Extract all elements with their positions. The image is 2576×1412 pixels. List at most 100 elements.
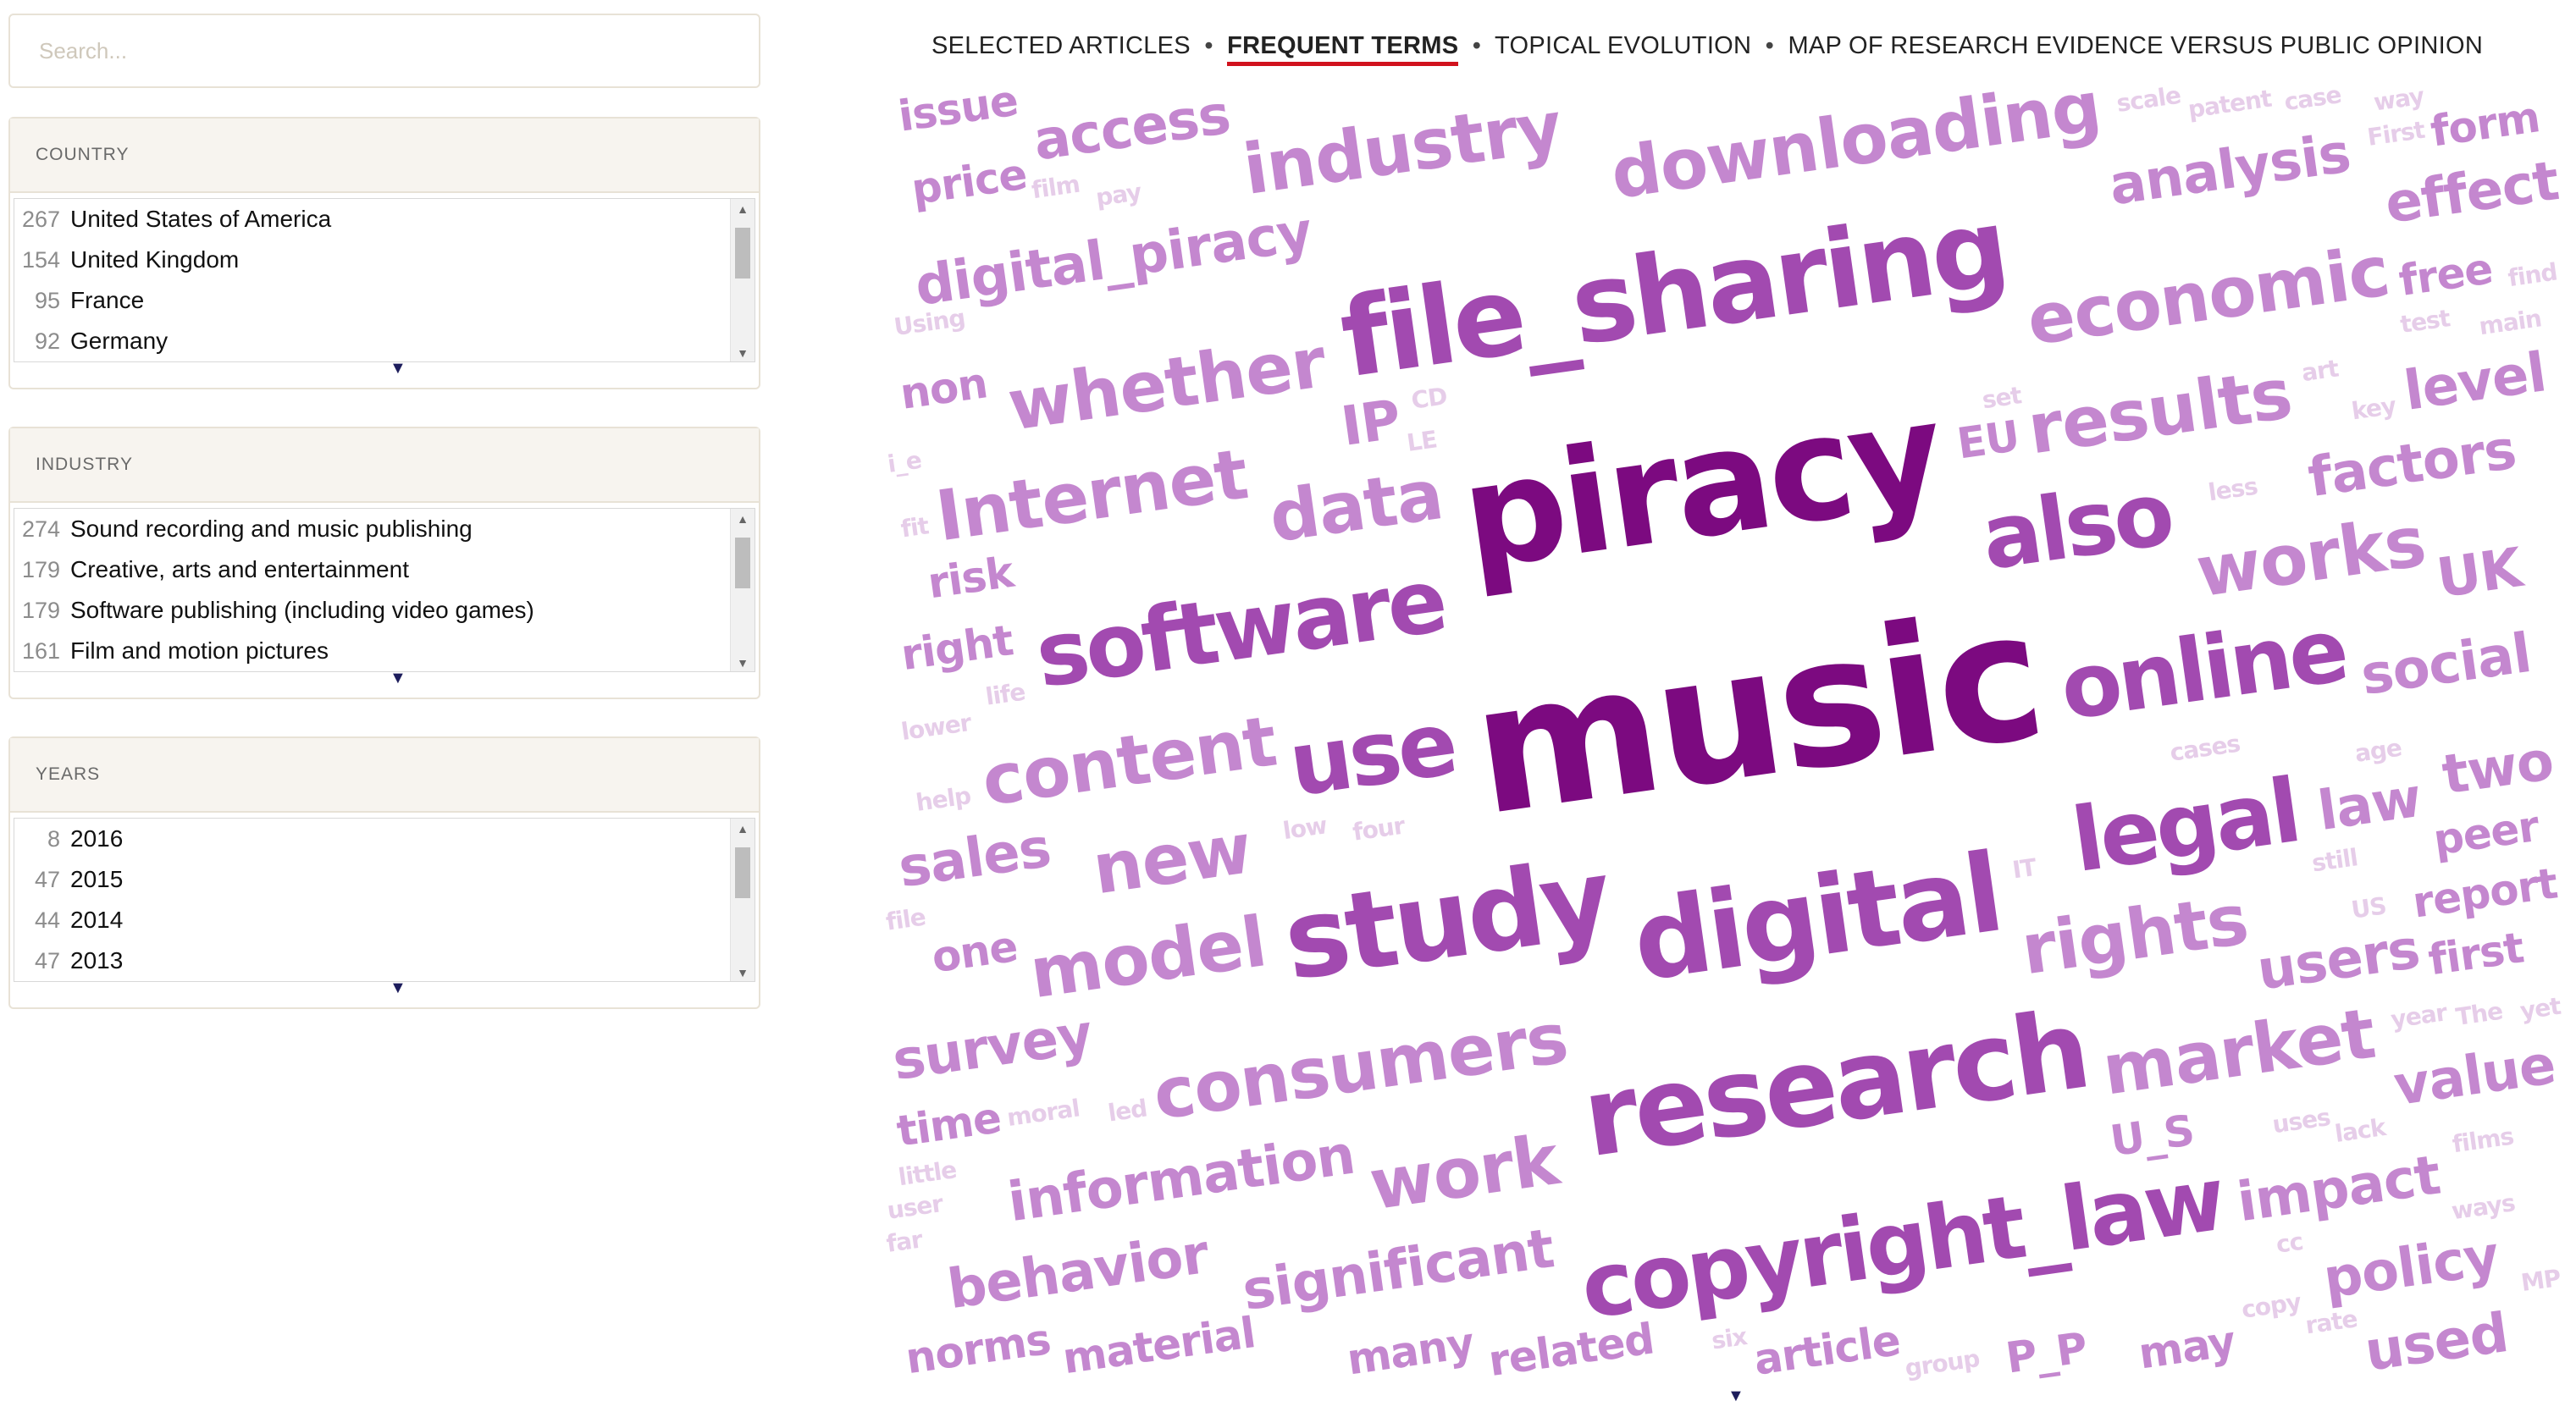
cloud-term[interactable]: online	[2054, 598, 2352, 741]
country-list[interactable]: 267 United States of America 154 United Ki…	[14, 198, 755, 362]
list-item[interactable]: 161 Film and motion pictures	[14, 631, 755, 671]
cloud-term[interactable]: peer	[2430, 802, 2542, 865]
list-item[interactable]: 179 Creative, arts and entertainment	[14, 549, 755, 590]
list-item[interactable]: 44 2014	[14, 900, 755, 940]
cloud-term[interactable]: set	[1981, 381, 2024, 414]
cloud-term[interactable]: copyright_law	[1575, 1147, 2230, 1339]
cloud-term[interactable]: main	[2477, 304, 2542, 340]
cloud-term[interactable]: consumers	[1148, 998, 1572, 1136]
cloud-term[interactable]: help	[915, 781, 973, 817]
expand-chevron-icon[interactable]: ▼	[1727, 1387, 1744, 1405]
cloud-term[interactable]: fit	[899, 511, 931, 543]
scroll-down-icon[interactable]: ▼	[737, 966, 749, 979]
cloud-term[interactable]: little	[897, 1156, 958, 1191]
scroll-up-icon[interactable]: ▲	[737, 512, 749, 526]
cloud-term[interactable]: IT	[2010, 853, 2038, 885]
cloud-term[interactable]: used	[2361, 1302, 2512, 1384]
cloud-term[interactable]: life	[984, 678, 1027, 711]
cloud-term[interactable]: key	[2350, 391, 2398, 425]
cloud-term[interactable]: material	[1059, 1308, 1258, 1383]
cloud-term[interactable]: norms	[903, 1315, 1053, 1383]
cloud-term[interactable]: file_sharing	[1334, 185, 2014, 402]
cloud-term[interactable]: less	[2207, 472, 2259, 507]
cloud-term[interactable]: impact	[2234, 1144, 2445, 1234]
cloud-term[interactable]: works	[2192, 502, 2430, 614]
list-item[interactable]: 154 United Kingdom	[14, 240, 755, 280]
cloud-term[interactable]: law	[2314, 767, 2424, 843]
cloud-term[interactable]: work	[1365, 1120, 1567, 1227]
tab-topical-evolution[interactable]: TOPICAL EVOLUTION	[1495, 32, 1752, 59]
cloud-term[interactable]: research	[1576, 987, 2094, 1183]
cloud-term[interactable]: two	[2439, 730, 2557, 807]
cloud-term[interactable]: level	[2401, 341, 2550, 423]
cloud-term[interactable]: access	[1030, 84, 1234, 174]
list-item[interactable]: 47 2015	[14, 859, 755, 900]
cloud-term[interactable]: results	[2023, 354, 2297, 471]
expand-chevron-icon[interactable]: ▼	[390, 359, 406, 378]
cloud-term[interactable]: factors	[2304, 419, 2519, 510]
cloud-term[interactable]: effect	[2381, 150, 2562, 236]
scrollbar[interactable]: ▲ ▼	[730, 509, 755, 671]
cloud-term[interactable]: form	[2428, 92, 2543, 156]
expand-chevron-icon[interactable]: ▼	[390, 669, 406, 687]
cloud-term[interactable]: uses	[2270, 1103, 2332, 1139]
scrollbar-thumb[interactable]	[735, 847, 750, 898]
list-item[interactable]: 47 2013	[14, 940, 755, 981]
cloud-term[interactable]: IP	[1338, 389, 1404, 459]
cloud-term[interactable]: pay	[1094, 178, 1143, 212]
cloud-term[interactable]: U_S	[2107, 1106, 2197, 1166]
cloud-term[interactable]: moral	[1005, 1094, 1081, 1132]
list-item[interactable]: 267 United States of America	[14, 199, 755, 240]
cloud-term[interactable]: price	[909, 150, 1030, 214]
cloud-term[interactable]: behavior	[944, 1223, 1213, 1322]
cloud-term[interactable]: new	[1088, 808, 1256, 910]
cloud-term[interactable]: may	[2136, 1316, 2238, 1378]
cloud-term[interactable]: CD	[1410, 382, 1449, 414]
cloud-term[interactable]: legal	[2066, 758, 2304, 892]
cloud-term[interactable]: one	[929, 922, 1020, 982]
cloud-term[interactable]: related	[1485, 1314, 1656, 1384]
cloud-term[interactable]: use	[1283, 692, 1461, 817]
cloud-term[interactable]: Internet	[931, 434, 1252, 557]
list-item[interactable]: 95 France	[14, 280, 755, 321]
cloud-term[interactable]: many	[1344, 1318, 1477, 1384]
cloud-term[interactable]: also	[1976, 461, 2177, 590]
cloud-term[interactable]: user	[886, 1189, 946, 1225]
cloud-term[interactable]: risk	[925, 548, 1019, 609]
cloud-term[interactable]: software	[1030, 549, 1451, 708]
cloud-term[interactable]: cc	[2275, 1227, 2304, 1259]
cloud-term[interactable]: copy	[2240, 1288, 2303, 1324]
cloud-term[interactable]: downloading	[1606, 76, 2105, 215]
tab-research-vs-opinion-map[interactable]: MAP OF RESEARCH EVIDENCE VERSUS PUBLIC O…	[1788, 32, 2484, 59]
cloud-term[interactable]: cases	[2168, 730, 2242, 767]
cloud-term[interactable]: survey	[889, 1003, 1096, 1093]
cloud-term[interactable]: film	[1030, 170, 1081, 205]
cloud-term[interactable]: UK	[2433, 537, 2528, 611]
cloud-term[interactable]: digital_piracy	[911, 201, 1315, 318]
cloud-term[interactable]: music	[1462, 571, 2052, 856]
cloud-term[interactable]: six	[1710, 1322, 1749, 1355]
scroll-down-icon[interactable]: ▼	[737, 656, 749, 670]
cloud-term[interactable]: economic	[2022, 231, 2393, 361]
cloud-term[interactable]: file	[884, 903, 927, 936]
cloud-term[interactable]: rate	[2303, 1304, 2358, 1339]
cloud-term[interactable]: age	[2353, 734, 2403, 768]
cloud-term[interactable]: case	[2282, 80, 2342, 116]
years-list[interactable]: 8 2016 47 2015 44 2014 47 2013 ▲ ▼	[14, 818, 755, 982]
cloud-term[interactable]: group	[1903, 1344, 1981, 1382]
cloud-term[interactable]: model	[1025, 902, 1271, 1014]
cloud-term[interactable]: First	[2366, 116, 2427, 152]
tab-frequent-terms[interactable]: FREQUENT TERMS	[1227, 32, 1459, 66]
cloud-term[interactable]: whether	[1003, 323, 1331, 447]
cloud-term[interactable]: patent	[2186, 85, 2274, 124]
cloud-term[interactable]: information	[1004, 1124, 1358, 1235]
scrollbar-thumb[interactable]	[735, 538, 750, 588]
cloud-term[interactable]: US	[2350, 891, 2388, 924]
cloud-term[interactable]: time	[893, 1093, 1003, 1156]
cloud-term[interactable]: yet	[2518, 992, 2562, 1025]
scrollbar-thumb[interactable]	[735, 228, 750, 279]
cloud-term[interactable]: way	[2372, 82, 2426, 117]
cloud-term[interactable]: EU	[1954, 411, 2022, 469]
list-item[interactable]: 8 2016	[14, 819, 755, 859]
cloud-term[interactable]: ways	[2450, 1189, 2517, 1225]
